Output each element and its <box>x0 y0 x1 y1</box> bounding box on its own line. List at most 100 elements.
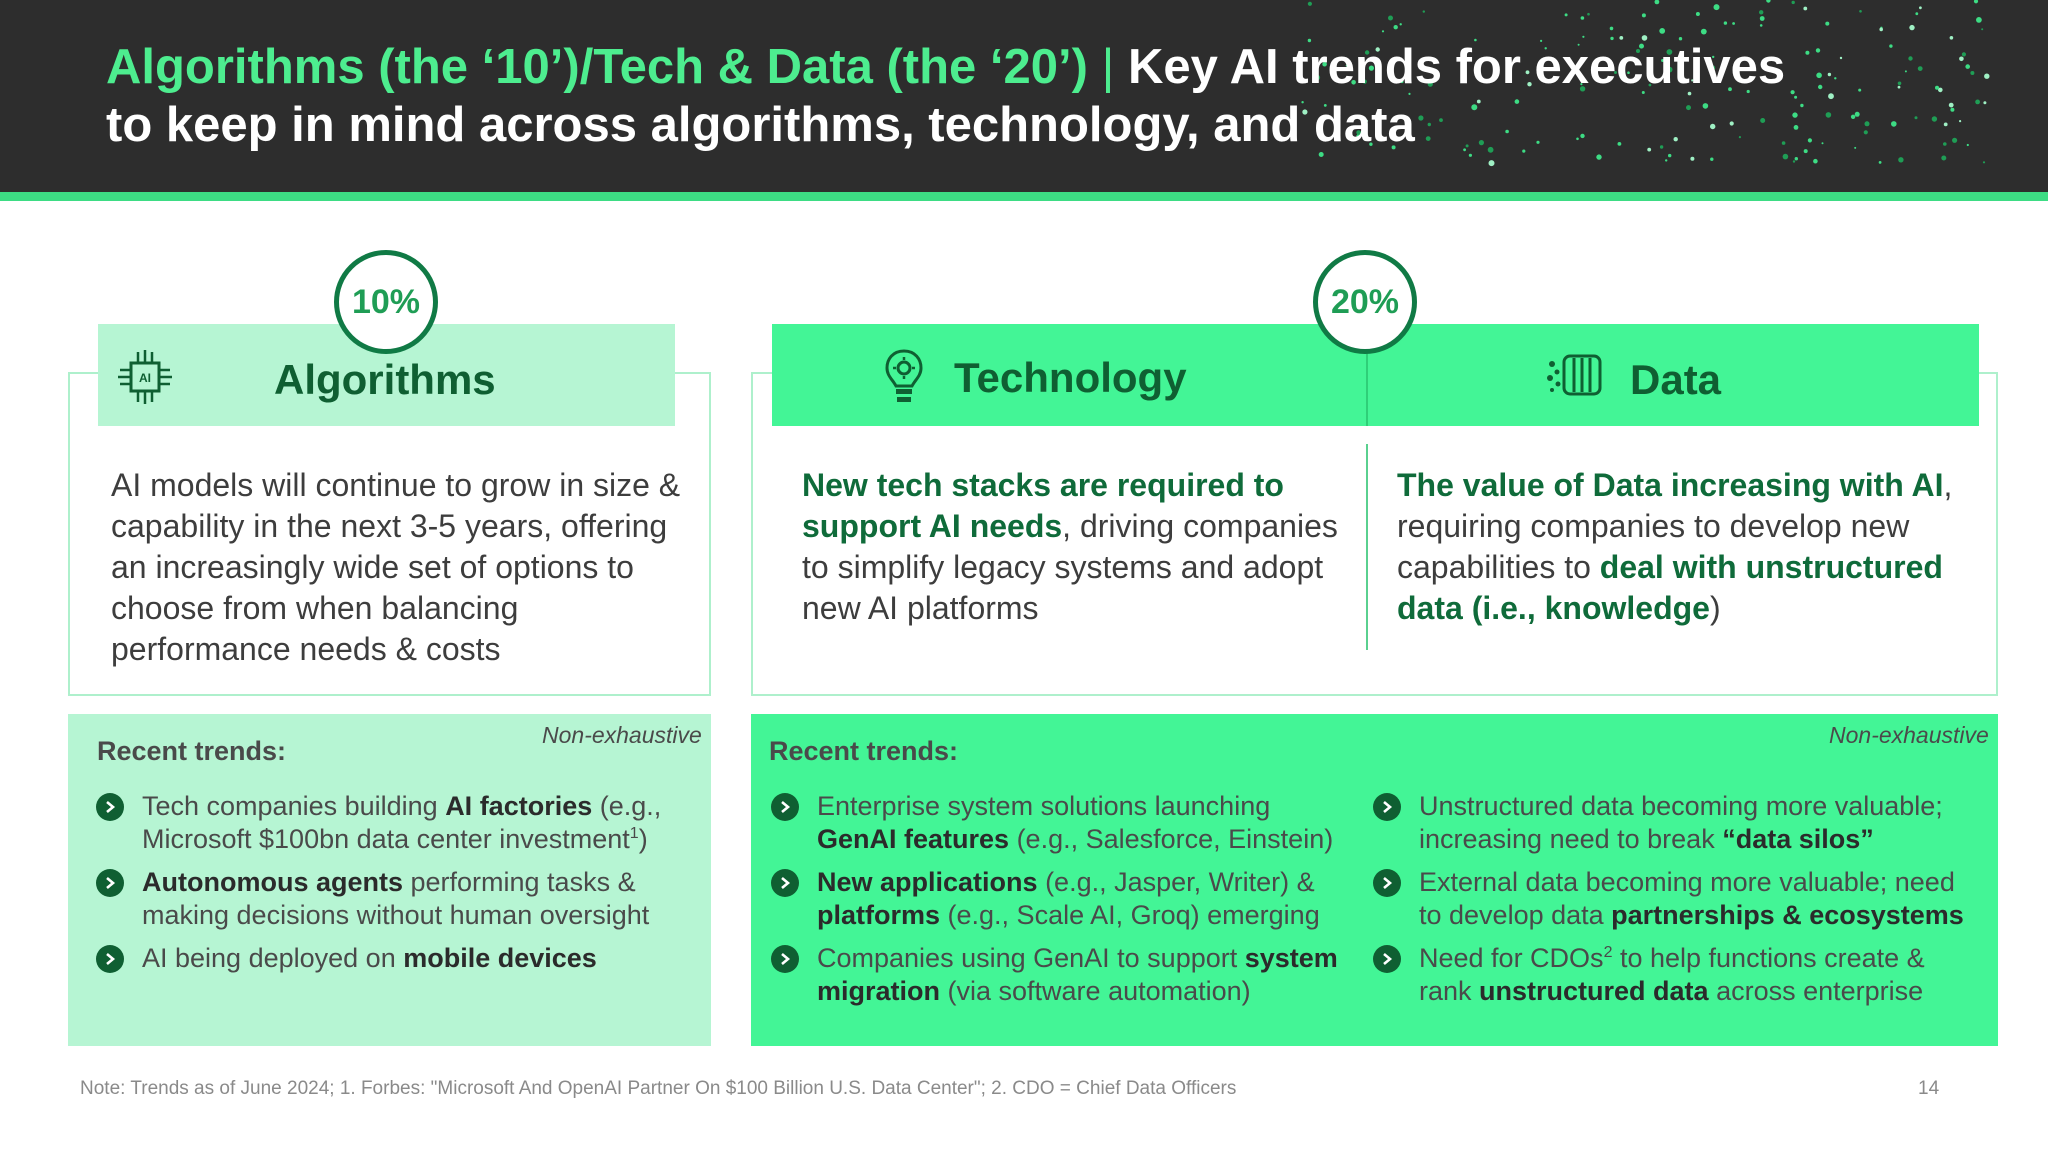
decor-dot <box>1827 72 1832 77</box>
decor-dot <box>1938 87 1943 93</box>
tech-data-divider <box>1366 444 1368 650</box>
decor-dot <box>1825 21 1830 26</box>
decor-dot <box>1619 36 1624 40</box>
title-green-part: Algorithms (the ‘10’)/Tech & Data (the ‘… <box>106 40 1088 94</box>
decor-dot <box>1710 65 1716 71</box>
decor-dot <box>1488 160 1495 167</box>
decor-dot <box>1641 91 1645 94</box>
decor-dot <box>1666 49 1673 55</box>
trend-text: Companies using GenAI to support system … <box>817 942 1351 1008</box>
decor-dot <box>1301 101 1304 104</box>
trend-text-part: performing tasks & making decisions with… <box>142 867 650 930</box>
decor-dot <box>1917 66 1923 71</box>
trends-heading: Recent trends: <box>97 736 287 766</box>
decor-dot <box>1746 89 1750 94</box>
chevron-right-icon <box>1373 793 1401 821</box>
trend-text-bold: partnerships & ecosystems <box>1611 900 1964 930</box>
decor-dot <box>1399 23 1402 26</box>
decor-dot <box>1369 142 1373 146</box>
trend-text-part: (via software automation) <box>940 976 1251 1006</box>
trend-text-bold: mobile devices <box>403 943 597 973</box>
decor-dot <box>1579 86 1586 92</box>
decor-dot <box>1362 79 1367 84</box>
decor-dot <box>1487 146 1494 153</box>
decor-dot <box>1463 148 1466 152</box>
decor-dot <box>1889 44 1893 48</box>
decor-dot <box>1805 50 1810 55</box>
trend-text-part: Unstructured data becoming more valuable… <box>1419 791 1943 854</box>
decor-dot <box>1702 103 1709 109</box>
decor-dot <box>1400 79 1404 84</box>
decor-dot <box>1878 161 1882 164</box>
decor-dot <box>1803 149 1808 154</box>
decor-dot <box>1712 55 1715 59</box>
decor-dot <box>1794 157 1798 161</box>
trend-text-part: (e.g., Jasper, Writer) & <box>1037 867 1315 897</box>
decor-dot <box>1665 159 1668 162</box>
decor-dot <box>1825 112 1832 118</box>
decor-dot <box>1791 0 1795 5</box>
decor-dot <box>1623 58 1628 62</box>
decor-dot <box>1723 21 1728 25</box>
decor-dot <box>1648 83 1652 87</box>
decor-dot <box>1356 134 1360 139</box>
non-exhaustive-note: Non-exhaustive <box>542 722 702 748</box>
decor-dot <box>1959 120 1962 123</box>
technology-title: Technology <box>954 354 1187 401</box>
decor-dot <box>1654 0 1660 5</box>
page-title: Algorithms (the ‘10’)/Tech & Data (the ‘… <box>106 38 1926 154</box>
technology-desc-rest: , driving companies to simplify legacy s… <box>802 508 1338 626</box>
non-exhaustive-note: Non-exhaustive <box>1829 722 1989 748</box>
trend-text-part: AI being deployed on <box>142 943 404 973</box>
algorithms-title: Algorithms <box>274 356 496 403</box>
trend-text-part: (e.g., Microsoft $100bn data center inve… <box>142 791 662 854</box>
trend-text-bold: New applications <box>817 867 1038 897</box>
decor-dot <box>1729 121 1734 126</box>
trend-item: Unstructured data becoming more valuable… <box>1373 790 1973 856</box>
trend-text: Tech companies building AI factories (e.… <box>142 790 686 856</box>
decor-dot <box>1425 136 1431 142</box>
trend-text: External data becoming more valuable; ne… <box>1419 866 1973 932</box>
decor-dot <box>1859 10 1862 13</box>
decor-dot <box>1966 143 1969 147</box>
decor-dot <box>1388 15 1393 21</box>
decor-dot <box>1828 93 1834 100</box>
decor-dot <box>1505 129 1509 134</box>
decor-dot <box>1678 37 1683 41</box>
decor-dot <box>1540 39 1543 43</box>
decor-dot <box>1759 24 1763 27</box>
decor-dot <box>1617 142 1622 146</box>
decor-dot <box>1850 114 1856 120</box>
technology-description: New tech stacks are required to support … <box>802 465 1347 629</box>
decor-dot <box>1564 13 1568 17</box>
decor-dot <box>1527 82 1532 87</box>
trend-text: Autonomous agents performing tasks & mak… <box>142 866 686 932</box>
decor-dot <box>1793 125 1799 130</box>
trend-text-part: Companies using GenAI to support <box>817 943 1245 973</box>
decor-dot <box>1790 90 1795 95</box>
decor-dot <box>1322 61 1327 67</box>
decor-dot <box>1609 26 1614 31</box>
decor-dot <box>1983 101 1987 105</box>
decor-dot <box>1393 25 1398 30</box>
trend-text-bold: unstructured data <box>1479 976 1709 1006</box>
decor-dot <box>1781 141 1786 145</box>
decor-dot <box>1909 24 1915 31</box>
decor-dot <box>1659 28 1666 34</box>
decor-dot <box>1792 112 1798 118</box>
decor-dot <box>1695 12 1700 16</box>
decor-dot <box>1935 85 1939 90</box>
decor-dot <box>1908 56 1913 61</box>
trends-panel-tech-data: Recent trends: Non-exhaustive Enterprise… <box>751 714 1998 1046</box>
trend-text-part: across enterprise <box>1708 976 1924 1006</box>
dot-pattern-decoration <box>1301 0 1990 167</box>
decor-dot <box>1931 116 1938 122</box>
decor-dot <box>1641 35 1648 41</box>
decor-dot <box>1514 99 1520 104</box>
decor-dot <box>1950 107 1955 112</box>
decor-dot <box>1639 43 1644 49</box>
trend-text: Need for CDOs2 to help functions create … <box>1419 942 1973 1008</box>
decor-dot <box>1536 140 1540 144</box>
decor-dot <box>1713 4 1720 11</box>
title-separator: | <box>1101 40 1115 94</box>
